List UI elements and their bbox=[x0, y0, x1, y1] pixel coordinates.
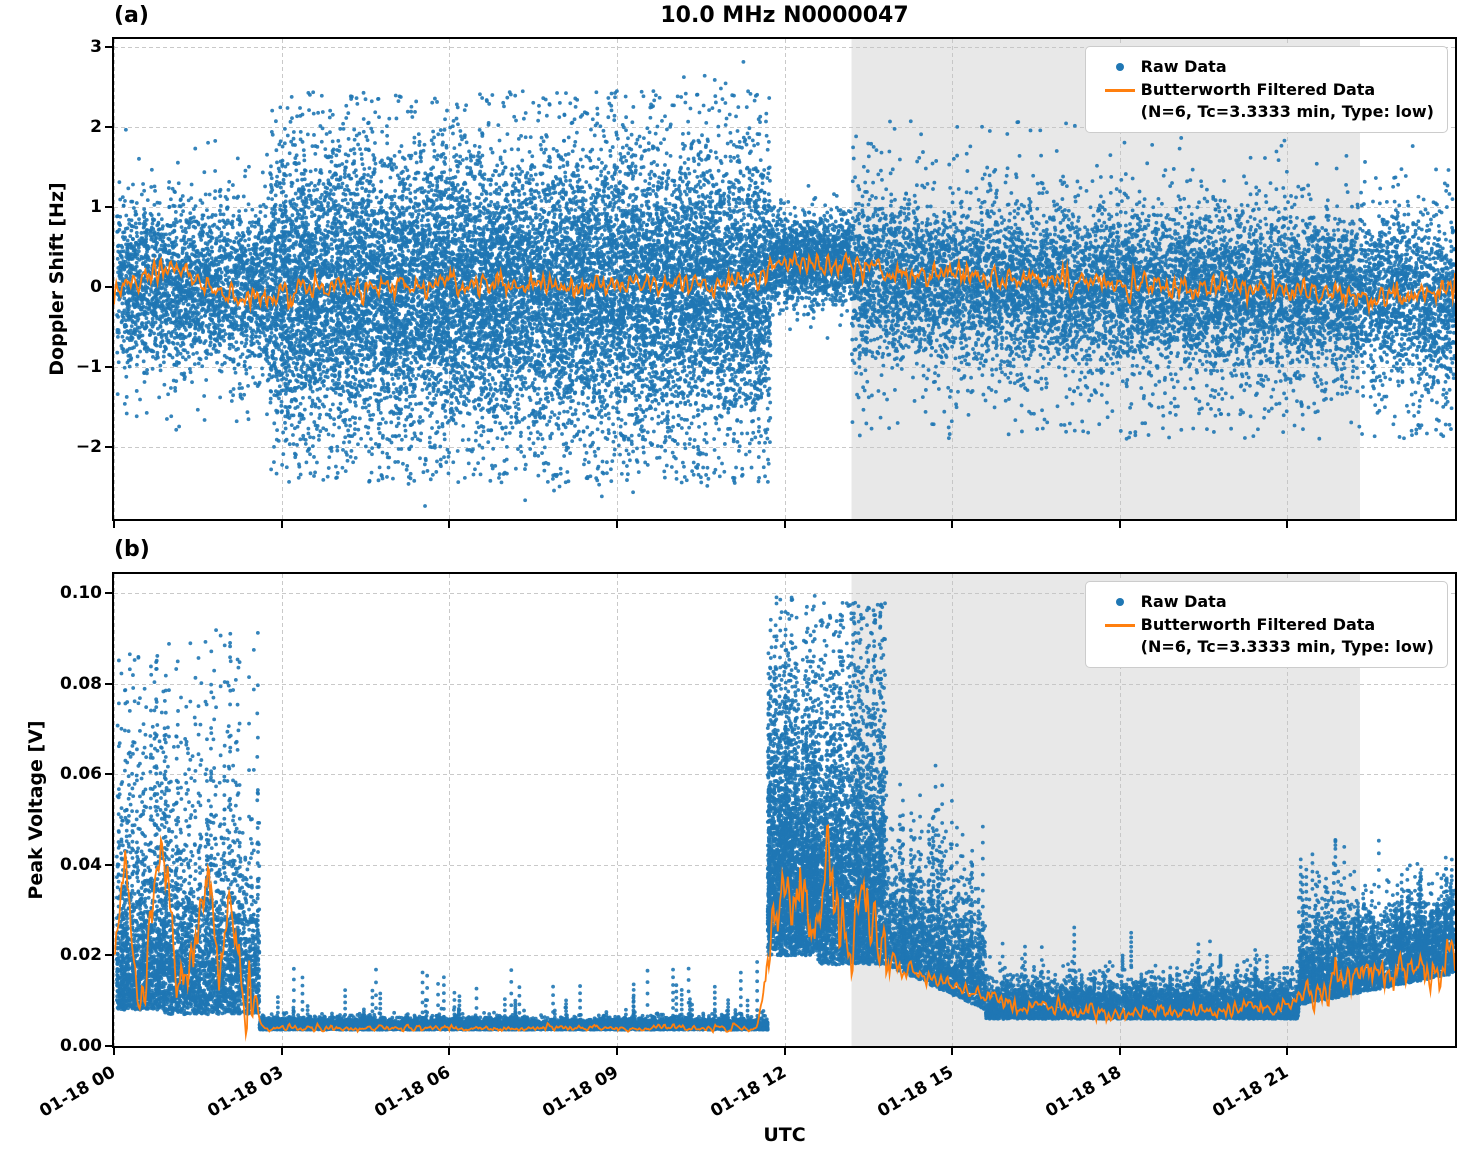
plot-area-a: Raw Data Butterworth Filtered Data (N=6,… bbox=[112, 37, 1457, 521]
legend-filtered-sublabel: (N=6, Tc=3.3333 min, Type: low) bbox=[1140, 102, 1434, 122]
x-tick-mark bbox=[951, 521, 954, 528]
x-tick-label: 01-18 12 bbox=[706, 1062, 790, 1122]
legend-item-raw: Raw Data bbox=[1099, 591, 1434, 613]
y-tick-label: 0.10 bbox=[60, 583, 102, 604]
legend-filtered-text: Butterworth Filtered Data (N=6, Tc=3.333… bbox=[1141, 79, 1434, 123]
y-tick-label: 2 bbox=[90, 117, 102, 137]
y-tick-label: −1 bbox=[75, 357, 102, 377]
filtered-line-icon bbox=[1099, 79, 1141, 101]
x-tick-mark bbox=[448, 1048, 451, 1055]
legend-b: Raw Data Butterworth Filtered Data (N=6,… bbox=[1084, 581, 1448, 669]
x-tick-mark bbox=[1118, 521, 1121, 528]
chart-title: 10.0 MHz N0000047 bbox=[660, 3, 909, 28]
legend-item-filtered: Butterworth Filtered Data (N=6, Tc=3.333… bbox=[1099, 614, 1434, 658]
y-tick-label: 0.08 bbox=[60, 673, 102, 694]
x-tick-mark bbox=[1286, 521, 1289, 528]
y-tick-mark bbox=[105, 954, 112, 957]
y-tick-mark bbox=[105, 206, 112, 208]
legend-a: Raw Data Butterworth Filtered Data (N=6,… bbox=[1084, 46, 1448, 134]
x-tick-mark bbox=[448, 521, 451, 528]
panel-a-label: (a) bbox=[114, 3, 149, 28]
x-tick-mark bbox=[1118, 1048, 1121, 1055]
y-tick-label: 0.04 bbox=[60, 854, 102, 875]
y-tick-label: 0.06 bbox=[60, 764, 102, 785]
legend-filtered-sublabel: (N=6, Tc=3.3333 min, Type: low) bbox=[1140, 637, 1434, 657]
legend-raw-label: Raw Data bbox=[1140, 57, 1227, 76]
y-tick-mark bbox=[105, 682, 112, 685]
legend-raw-label: Raw Data bbox=[1140, 592, 1227, 611]
y-tick-label: 0 bbox=[90, 277, 102, 297]
panel-b-label: (b) bbox=[114, 537, 150, 562]
y-tick-mark bbox=[105, 1045, 112, 1047]
y-tick-mark bbox=[105, 366, 112, 368]
legend-item-filtered: Butterworth Filtered Data (N=6, Tc=3.333… bbox=[1099, 79, 1434, 123]
x-tick-mark bbox=[113, 1048, 115, 1055]
x-tick-label: 01-18 00 bbox=[36, 1062, 119, 1122]
raw-data-dot-icon bbox=[1099, 56, 1141, 78]
y-tick-mark bbox=[105, 446, 112, 448]
y-tick-mark bbox=[105, 773, 112, 776]
y-tick-label: −2 bbox=[75, 437, 102, 457]
x-tick-label: 01-18 09 bbox=[539, 1062, 622, 1122]
y-tick-label: 0.02 bbox=[60, 945, 102, 966]
x-tick-mark bbox=[615, 521, 618, 528]
legend-filtered-label: Butterworth Filtered Data bbox=[1140, 80, 1376, 100]
x-tick-mark bbox=[615, 1048, 618, 1055]
plot-area-b: Raw Data Butterworth Filtered Data (N=6,… bbox=[112, 572, 1457, 1048]
x-tick-mark bbox=[783, 521, 786, 528]
y-tick-mark bbox=[105, 46, 112, 48]
x-tick-mark bbox=[951, 1048, 954, 1055]
y-axis-label-a: Doppler Shift [Hz] bbox=[46, 182, 68, 376]
y-tick-mark bbox=[105, 126, 112, 128]
x-tick-mark bbox=[783, 1048, 786, 1055]
y-tick-mark bbox=[105, 863, 112, 866]
y-tick-label: 1 bbox=[90, 197, 102, 217]
x-tick-mark bbox=[280, 521, 283, 528]
y-tick-mark bbox=[105, 286, 112, 288]
x-tick-mark bbox=[280, 1048, 283, 1055]
x-tick-label: 01-18 21 bbox=[1209, 1062, 1293, 1122]
legend-item-raw: Raw Data bbox=[1099, 56, 1434, 78]
x-tick-label: 01-18 15 bbox=[874, 1062, 958, 1122]
x-tick-mark bbox=[113, 521, 115, 528]
y-axis-label-b: Peak Voltage [V] bbox=[25, 720, 47, 900]
legend-filtered-label: Butterworth Filtered Data bbox=[1140, 615, 1376, 635]
legend-filtered-text: Butterworth Filtered Data (N=6, Tc=3.333… bbox=[1141, 614, 1434, 658]
raw-data-dot-icon bbox=[1099, 591, 1141, 613]
y-tick-mark bbox=[105, 592, 112, 595]
filtered-line-icon bbox=[1099, 614, 1141, 636]
x-axis-label: UTC bbox=[763, 1124, 806, 1146]
y-tick-label: 0.00 bbox=[60, 1036, 102, 1056]
x-tick-mark bbox=[1286, 1048, 1289, 1055]
y-tick-label: 3 bbox=[90, 37, 102, 57]
x-tick-label: 01-18 03 bbox=[203, 1062, 287, 1122]
x-tick-label: 01-18 18 bbox=[1042, 1062, 1125, 1122]
x-tick-label: 01-18 06 bbox=[371, 1062, 455, 1122]
